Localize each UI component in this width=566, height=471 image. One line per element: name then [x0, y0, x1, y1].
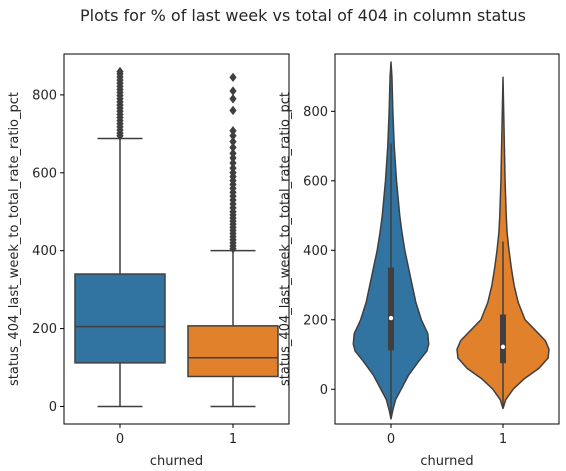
y-tick-label: 200	[303, 313, 328, 328]
violin-x-axis-label: churned	[420, 454, 473, 469]
violin-panel: 0 200 400 600 800 0 1 churned status_404_last_…	[278, 53, 560, 469]
outlier-point	[229, 131, 237, 141]
outlier-point	[229, 163, 237, 173]
boxplot-x-axis-label: churned	[150, 454, 203, 469]
outlier-point	[229, 136, 237, 147]
outlier-point	[229, 148, 237, 158]
outlier-point	[116, 66, 124, 77]
y-tick-label: 0	[49, 400, 57, 415]
x-tick-label: 0	[116, 432, 124, 447]
boxplot-y-axis-label: status_404_last_week_to_total_rate_ratio…	[7, 92, 22, 386]
outlier-point	[229, 105, 237, 116]
outlier-point	[229, 72, 237, 83]
y-tick-label: 600	[32, 166, 57, 181]
y-tick-label: 800	[303, 105, 328, 120]
violin-median-point	[388, 315, 394, 321]
y-tick-label: 400	[303, 244, 328, 259]
boxplot-panel: 0 200 400 600 800 0 1 churned status_404_last_…	[7, 53, 290, 469]
box	[74, 273, 166, 364]
figure-title: Plots for % of last week vs total of 404…	[80, 6, 526, 25]
violin-y-axis-label: status_404_last_week_to_total_rate_ratio…	[278, 92, 293, 386]
outlier-point	[229, 86, 237, 96]
y-tick-label: 400	[32, 244, 57, 259]
outlier-point	[229, 94, 237, 104]
boxplot-marks	[74, 66, 279, 408]
y-tick-label: 200	[32, 322, 57, 337]
x-tick-label: 1	[499, 432, 507, 447]
y-tick-label: 600	[303, 174, 328, 189]
y-tick-label: 800	[32, 88, 57, 103]
boxplot-axes: 0 200 400 600 800 0 1	[32, 88, 237, 447]
y-tick-label: 0	[320, 383, 328, 398]
outlier-point	[229, 142, 237, 153]
x-tick-label: 1	[229, 432, 237, 447]
boxplot-axes-frame	[63, 53, 290, 425]
violin-axes: 0 200 400 600 800 0 1	[303, 105, 507, 447]
violin-median-point	[500, 344, 506, 350]
outlier-point	[229, 158, 237, 168]
violin-iqr-bar	[388, 267, 394, 351]
violin-iqr-bar	[500, 314, 506, 364]
box	[187, 325, 279, 378]
x-tick-label: 0	[387, 432, 395, 447]
outlier-point	[229, 126, 237, 136]
violin-marks	[352, 61, 550, 420]
violin-axes-frame	[334, 53, 560, 425]
